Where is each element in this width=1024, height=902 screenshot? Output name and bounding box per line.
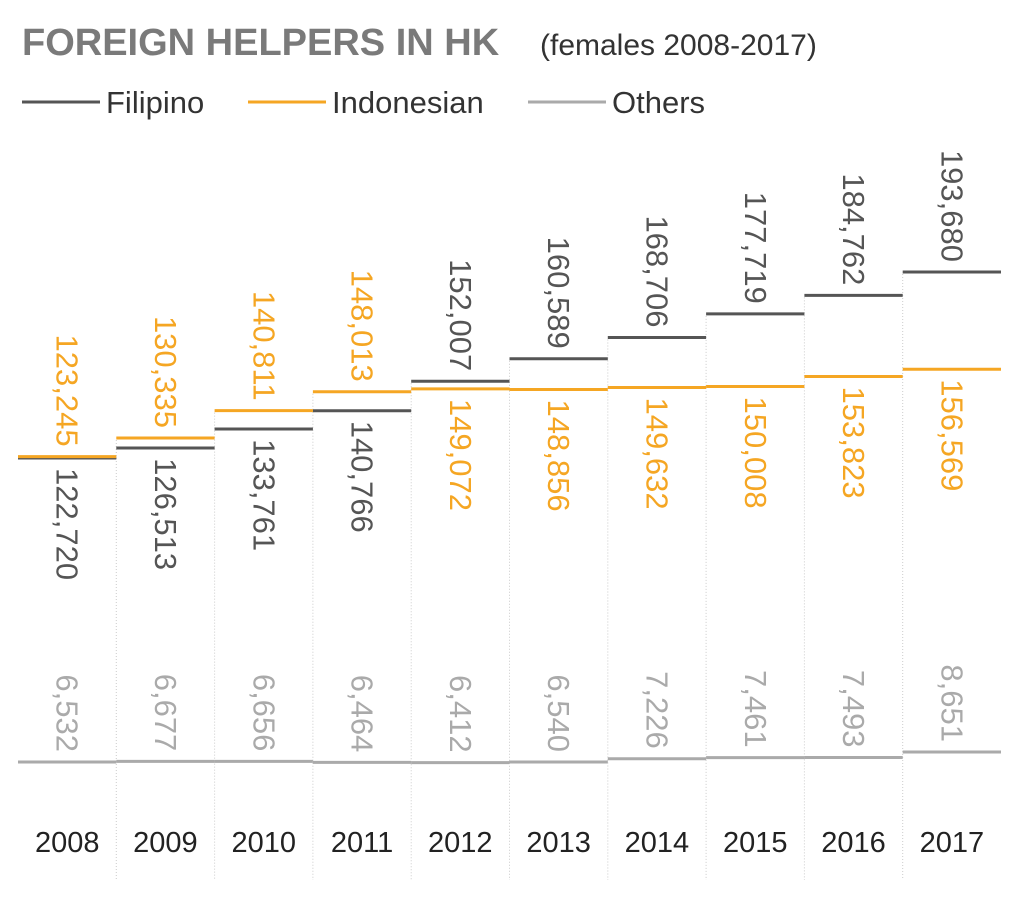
chart-title-group: FOREIGN HELPERS IN HK (females 2008-2017… (22, 22, 817, 64)
x-tick-label-2017: 2017 (920, 827, 985, 859)
data-label-indonesian-2011: 148,013 (345, 270, 380, 382)
x-tick-label-2016: 2016 (821, 827, 886, 859)
legend-label-filipino: Filipino (106, 85, 204, 120)
x-axis-tick-labels: 2008 2009 2010 2011 2012 2013 2014 2015 2016 2017 (35, 827, 984, 859)
x-tick-label-2015: 2015 (723, 827, 788, 859)
data-label-indonesian-2014: 149,632 (639, 398, 674, 510)
data-label-filipino-2016: 184,762 (836, 173, 871, 285)
data-label-filipino-2009: 126,513 (148, 458, 183, 570)
x-tick-label-2010: 2010 (232, 827, 297, 859)
data-label-others-2010: 6,656 (246, 674, 281, 752)
x-tick-label-2011: 2011 (331, 827, 393, 859)
data-label-filipino-2012: 152,007 (443, 259, 478, 371)
chart-title: FOREIGN HELPERS IN HK (22, 22, 500, 64)
data-label-indonesian-2008: 123,245 (50, 335, 85, 447)
data-label-indonesian-2017: 156,569 (934, 379, 969, 491)
x-tick-label-2014: 2014 (625, 827, 690, 859)
data-label-indonesian-2015: 150,008 (738, 397, 773, 509)
data-label-others-2015: 7,461 (738, 670, 773, 748)
data-label-indonesian-2009: 130,335 (148, 316, 183, 428)
x-tick-label-2009: 2009 (133, 827, 198, 859)
value-labels: 122,720 123,245 6,532 126,513 130,335 6,677 13… (50, 150, 970, 753)
data-label-indonesian-2010: 140,811 (246, 291, 281, 401)
series-steps (18, 270, 1001, 765)
data-label-indonesian-2012: 149,072 (443, 399, 478, 511)
data-label-others-2017: 8,651 (934, 664, 969, 742)
data-label-others-2012: 6,412 (443, 675, 478, 753)
data-label-filipino-2014: 168,706 (639, 215, 674, 327)
data-label-others-2009: 6,677 (148, 674, 183, 752)
data-label-filipino-2013: 160,589 (541, 237, 576, 349)
data-label-indonesian-2016: 153,823 (836, 387, 871, 499)
data-label-others-2016: 7,493 (836, 670, 871, 748)
data-label-filipino-2008: 122,720 (50, 468, 85, 580)
data-label-filipino-2010: 133,761 (246, 439, 281, 551)
x-tick-label-2008: 2008 (35, 827, 100, 859)
legend: Filipino Indonesian Others (22, 85, 705, 120)
legend-label-indonesian: Indonesian (332, 85, 484, 120)
chart-subtitle: (females 2008-2017) (540, 29, 817, 62)
data-label-others-2011: 6,464 (345, 675, 380, 753)
data-label-others-2014: 7,226 (639, 671, 674, 749)
data-label-indonesian-2013: 148,856 (541, 400, 576, 512)
data-label-others-2013: 6,540 (541, 674, 576, 752)
data-label-others-2008: 6,532 (50, 674, 85, 752)
data-label-filipino-2015: 177,719 (738, 192, 773, 304)
x-tick-label-2012: 2012 (428, 827, 493, 859)
data-label-filipino-2017: 193,680 (934, 150, 969, 262)
data-label-filipino-2011: 140,766 (345, 421, 380, 533)
column-dividers (115, 274, 904, 880)
legend-label-others: Others (612, 85, 705, 120)
x-tick-label-2013: 2013 (526, 827, 591, 859)
